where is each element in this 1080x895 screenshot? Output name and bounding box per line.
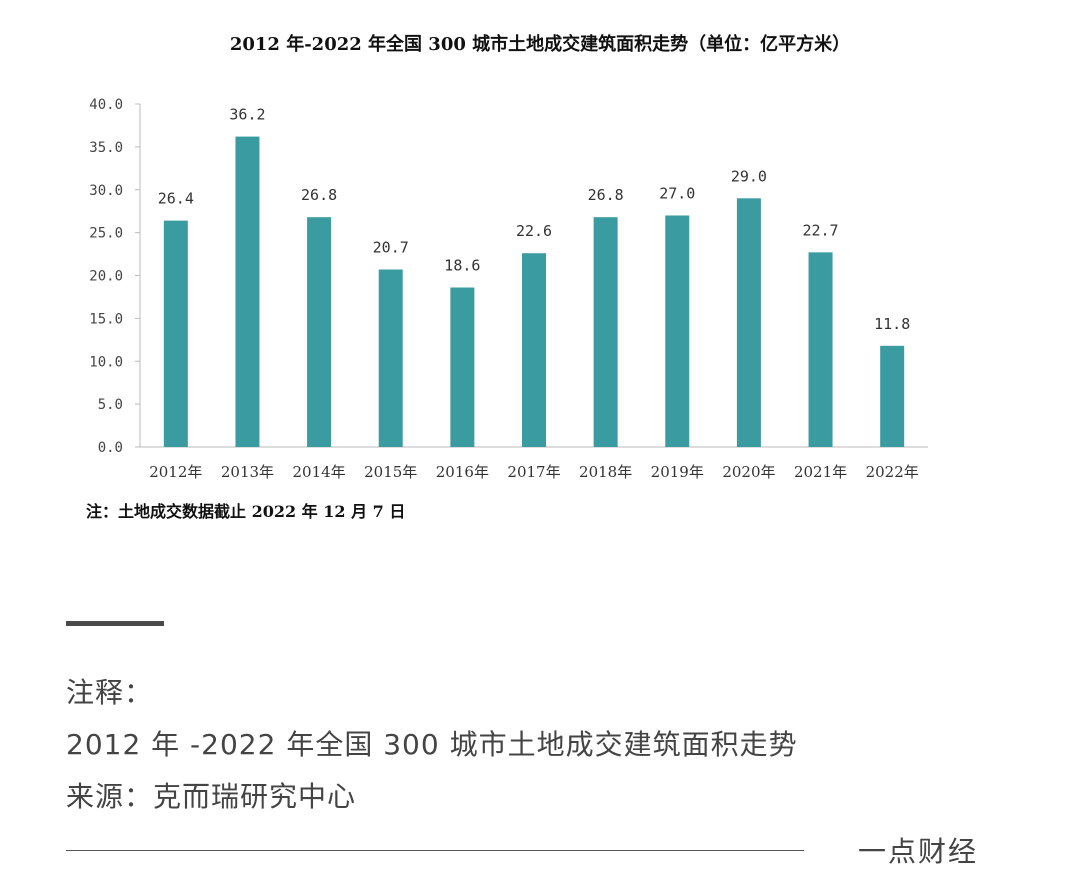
- data-label: 26.8: [588, 186, 624, 204]
- footer-divider: [66, 850, 804, 851]
- y-tick-label: 40.0: [89, 97, 123, 113]
- y-tick-label: 20.0: [89, 269, 123, 285]
- bar: [522, 253, 546, 447]
- chart-note: 注：土地成交数据截止 2022 年 12 月 7 日: [86, 502, 406, 521]
- y-tick-label: 25.0: [89, 226, 123, 242]
- x-tick-label: 2022年: [866, 463, 919, 481]
- y-tick-label: 15.0: [89, 311, 123, 327]
- bar: [378, 269, 403, 447]
- data-label: 26.4: [158, 190, 194, 208]
- bar: [880, 345, 905, 447]
- x-tick-label: 2015年: [364, 463, 417, 481]
- y-tick-label: 0.0: [98, 440, 123, 456]
- bar: [665, 215, 690, 447]
- x-tick-label: 2021年: [794, 463, 847, 481]
- data-label: 20.7: [373, 238, 409, 256]
- notes-block: 注释： 2012 年 -2022 年全国 300 城市土地成交建筑面积走势 来源…: [66, 667, 798, 823]
- x-tick-label: 2019年: [651, 463, 704, 481]
- notes-source: 来源：克而瑞研究中心: [66, 780, 357, 813]
- data-label: 27.0: [659, 184, 695, 202]
- notes-caption: 2012 年 -2022 年全国 300 城市土地成交建筑面积走势: [66, 728, 798, 761]
- data-label: 11.8: [874, 315, 910, 333]
- bar: [307, 217, 332, 447]
- data-label: 26.8: [301, 186, 337, 204]
- bar-chart: 0.0 5.0 10.0 15.0 20.0 25.0 30.0 35.0 40.0 26.4 20…: [89, 97, 928, 481]
- data-label: 18.6: [444, 257, 480, 275]
- x-tick-label: 2013年: [221, 463, 274, 481]
- bar: [808, 252, 833, 447]
- bar: [450, 287, 475, 447]
- bar: [163, 220, 188, 447]
- x-tick-label: 2018年: [579, 463, 632, 481]
- notes-heading: 注释：: [66, 676, 154, 709]
- chart-title: 2012 年-2022 年全国 300 城市土地成交建筑面积走势（单位：亿平方米…: [229, 34, 851, 55]
- bar: [593, 217, 618, 447]
- x-tick-label: 2017年: [507, 463, 560, 481]
- bar: [736, 198, 761, 447]
- brand-name: 一点财经: [858, 835, 979, 868]
- x-tick-label: 2020年: [722, 463, 775, 481]
- data-label: 22.6: [516, 222, 552, 240]
- section-divider: [66, 621, 164, 626]
- data-label: 22.7: [802, 221, 838, 239]
- data-label: 36.2: [229, 106, 265, 124]
- bar: [235, 136, 260, 447]
- data-label: 29.0: [731, 167, 767, 185]
- y-tick-label: 35.0: [89, 140, 123, 156]
- y-tick-label: 5.0: [98, 397, 123, 413]
- y-tick-label: 30.0: [89, 183, 123, 199]
- x-tick-label: 2016年: [436, 463, 489, 481]
- x-tick-label: 2012年: [149, 463, 202, 481]
- y-tick-label: 10.0: [89, 354, 123, 370]
- x-tick-label: 2014年: [292, 463, 345, 481]
